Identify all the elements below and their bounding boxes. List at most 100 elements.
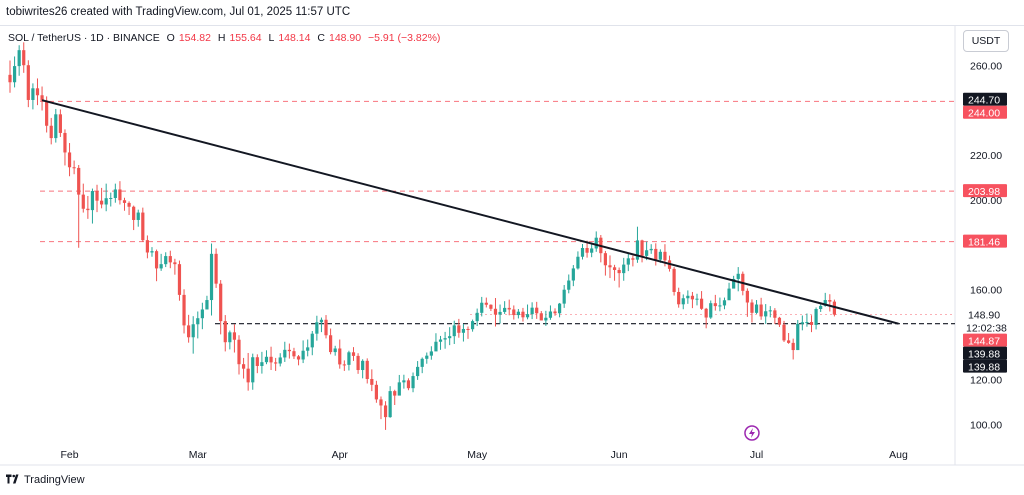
price-badge-bg	[963, 359, 1007, 373]
symbol-name: SOL / TetherUS · 1D · BINANCE	[8, 32, 160, 44]
candle-body	[567, 280, 571, 290]
close-label: C	[317, 32, 325, 44]
candle-body	[677, 291, 681, 305]
candle-body	[356, 355, 360, 371]
x-tick-label: Feb	[60, 449, 78, 461]
lightning-icon[interactable]	[744, 425, 760, 441]
tradingview-logo-icon	[6, 474, 19, 484]
candle-body	[141, 212, 145, 241]
candle-body	[493, 308, 498, 315]
candle-body	[306, 347, 310, 351]
x-tick-label: Jul	[750, 449, 763, 461]
candle-body	[402, 380, 406, 383]
candle-body	[457, 325, 461, 333]
candle-body	[571, 268, 575, 281]
candle-body	[122, 200, 127, 203]
candle-body	[796, 323, 800, 351]
x-tick-label: Apr	[332, 449, 349, 461]
candle-body	[219, 283, 223, 322]
candle-body	[77, 167, 81, 195]
candle-body	[383, 405, 388, 418]
candle-body	[292, 351, 296, 357]
candle-body	[635, 240, 640, 260]
high-value: 155.64	[229, 32, 262, 44]
candle-body	[388, 391, 392, 418]
candle-body	[209, 253, 214, 301]
candle-body	[612, 267, 617, 270]
candle-body	[67, 152, 72, 168]
candle-body	[278, 357, 282, 364]
y-tick-label: 120.00	[970, 374, 1002, 386]
candle-body	[72, 167, 76, 169]
candle-body	[548, 311, 553, 318]
candle-body	[187, 325, 191, 338]
candle-body	[315, 322, 319, 334]
candle-body	[342, 364, 346, 366]
candle-body	[800, 322, 804, 324]
candle-body	[732, 278, 736, 289]
candle-body	[819, 305, 823, 310]
candle-body	[480, 302, 484, 313]
candle-body	[177, 264, 182, 295]
candle-body	[95, 191, 99, 201]
candle-body	[429, 351, 433, 356]
candle-body	[246, 368, 250, 383]
candle-body	[649, 248, 653, 251]
candle-body	[132, 206, 136, 220]
candle-body	[727, 288, 731, 301]
candle-body	[768, 310, 772, 312]
candle-body	[594, 237, 598, 249]
candle-body	[370, 378, 374, 385]
candle-body	[777, 317, 782, 325]
price-badge-text: 203.98	[968, 186, 1000, 198]
x-tick-label: Aug	[889, 449, 908, 461]
candle-body	[640, 240, 644, 256]
candle-body	[168, 256, 172, 263]
candle-body	[475, 312, 479, 322]
price-badge-bg	[963, 234, 1007, 248]
candle-body	[681, 298, 685, 305]
attribution-caption: tobiwrites26 created with TradingView.co…	[6, 6, 351, 18]
y-tick-label: 260.00	[970, 60, 1002, 72]
candle-body	[361, 360, 365, 371]
candle-body	[333, 348, 337, 353]
candle-body	[397, 382, 401, 396]
candle-body	[754, 304, 759, 313]
change-value: −5.91 (−3.82%)	[368, 32, 441, 44]
candle-body	[484, 302, 488, 305]
candle-body	[255, 357, 259, 366]
candle-body	[237, 339, 241, 365]
candle-body	[127, 202, 131, 207]
descending-trendline[interactable]	[41, 99, 899, 325]
candle-body	[722, 300, 727, 306]
candle-body	[823, 300, 827, 306]
price-badge-text: 244.70	[968, 95, 1000, 107]
candle-body	[264, 356, 269, 363]
candle-body	[411, 376, 415, 389]
candle-body	[109, 197, 113, 199]
candle-body	[260, 362, 264, 366]
price-badge-bg	[963, 92, 1007, 106]
candle-body	[351, 352, 356, 356]
candle-body	[31, 88, 35, 100]
candle-body	[214, 253, 218, 284]
candle-body	[406, 380, 411, 389]
candle-body	[319, 319, 324, 323]
candle-body	[507, 307, 511, 310]
candle-body	[699, 298, 704, 309]
candle-body	[274, 362, 278, 364]
candle-body	[466, 328, 470, 330]
candle-body	[695, 298, 699, 300]
candle-body	[63, 132, 67, 153]
candle-body	[750, 302, 754, 313]
currency-button[interactable]: USDT	[963, 30, 1009, 52]
attribution-bar: tobiwrites26 created with TradingView.co…	[0, 0, 1024, 26]
candle-body	[603, 253, 607, 266]
candle-body	[832, 301, 836, 315]
candle-body	[503, 307, 507, 312]
candle-body	[200, 309, 204, 319]
candle-body	[45, 100, 49, 126]
candle-body	[709, 303, 713, 318]
